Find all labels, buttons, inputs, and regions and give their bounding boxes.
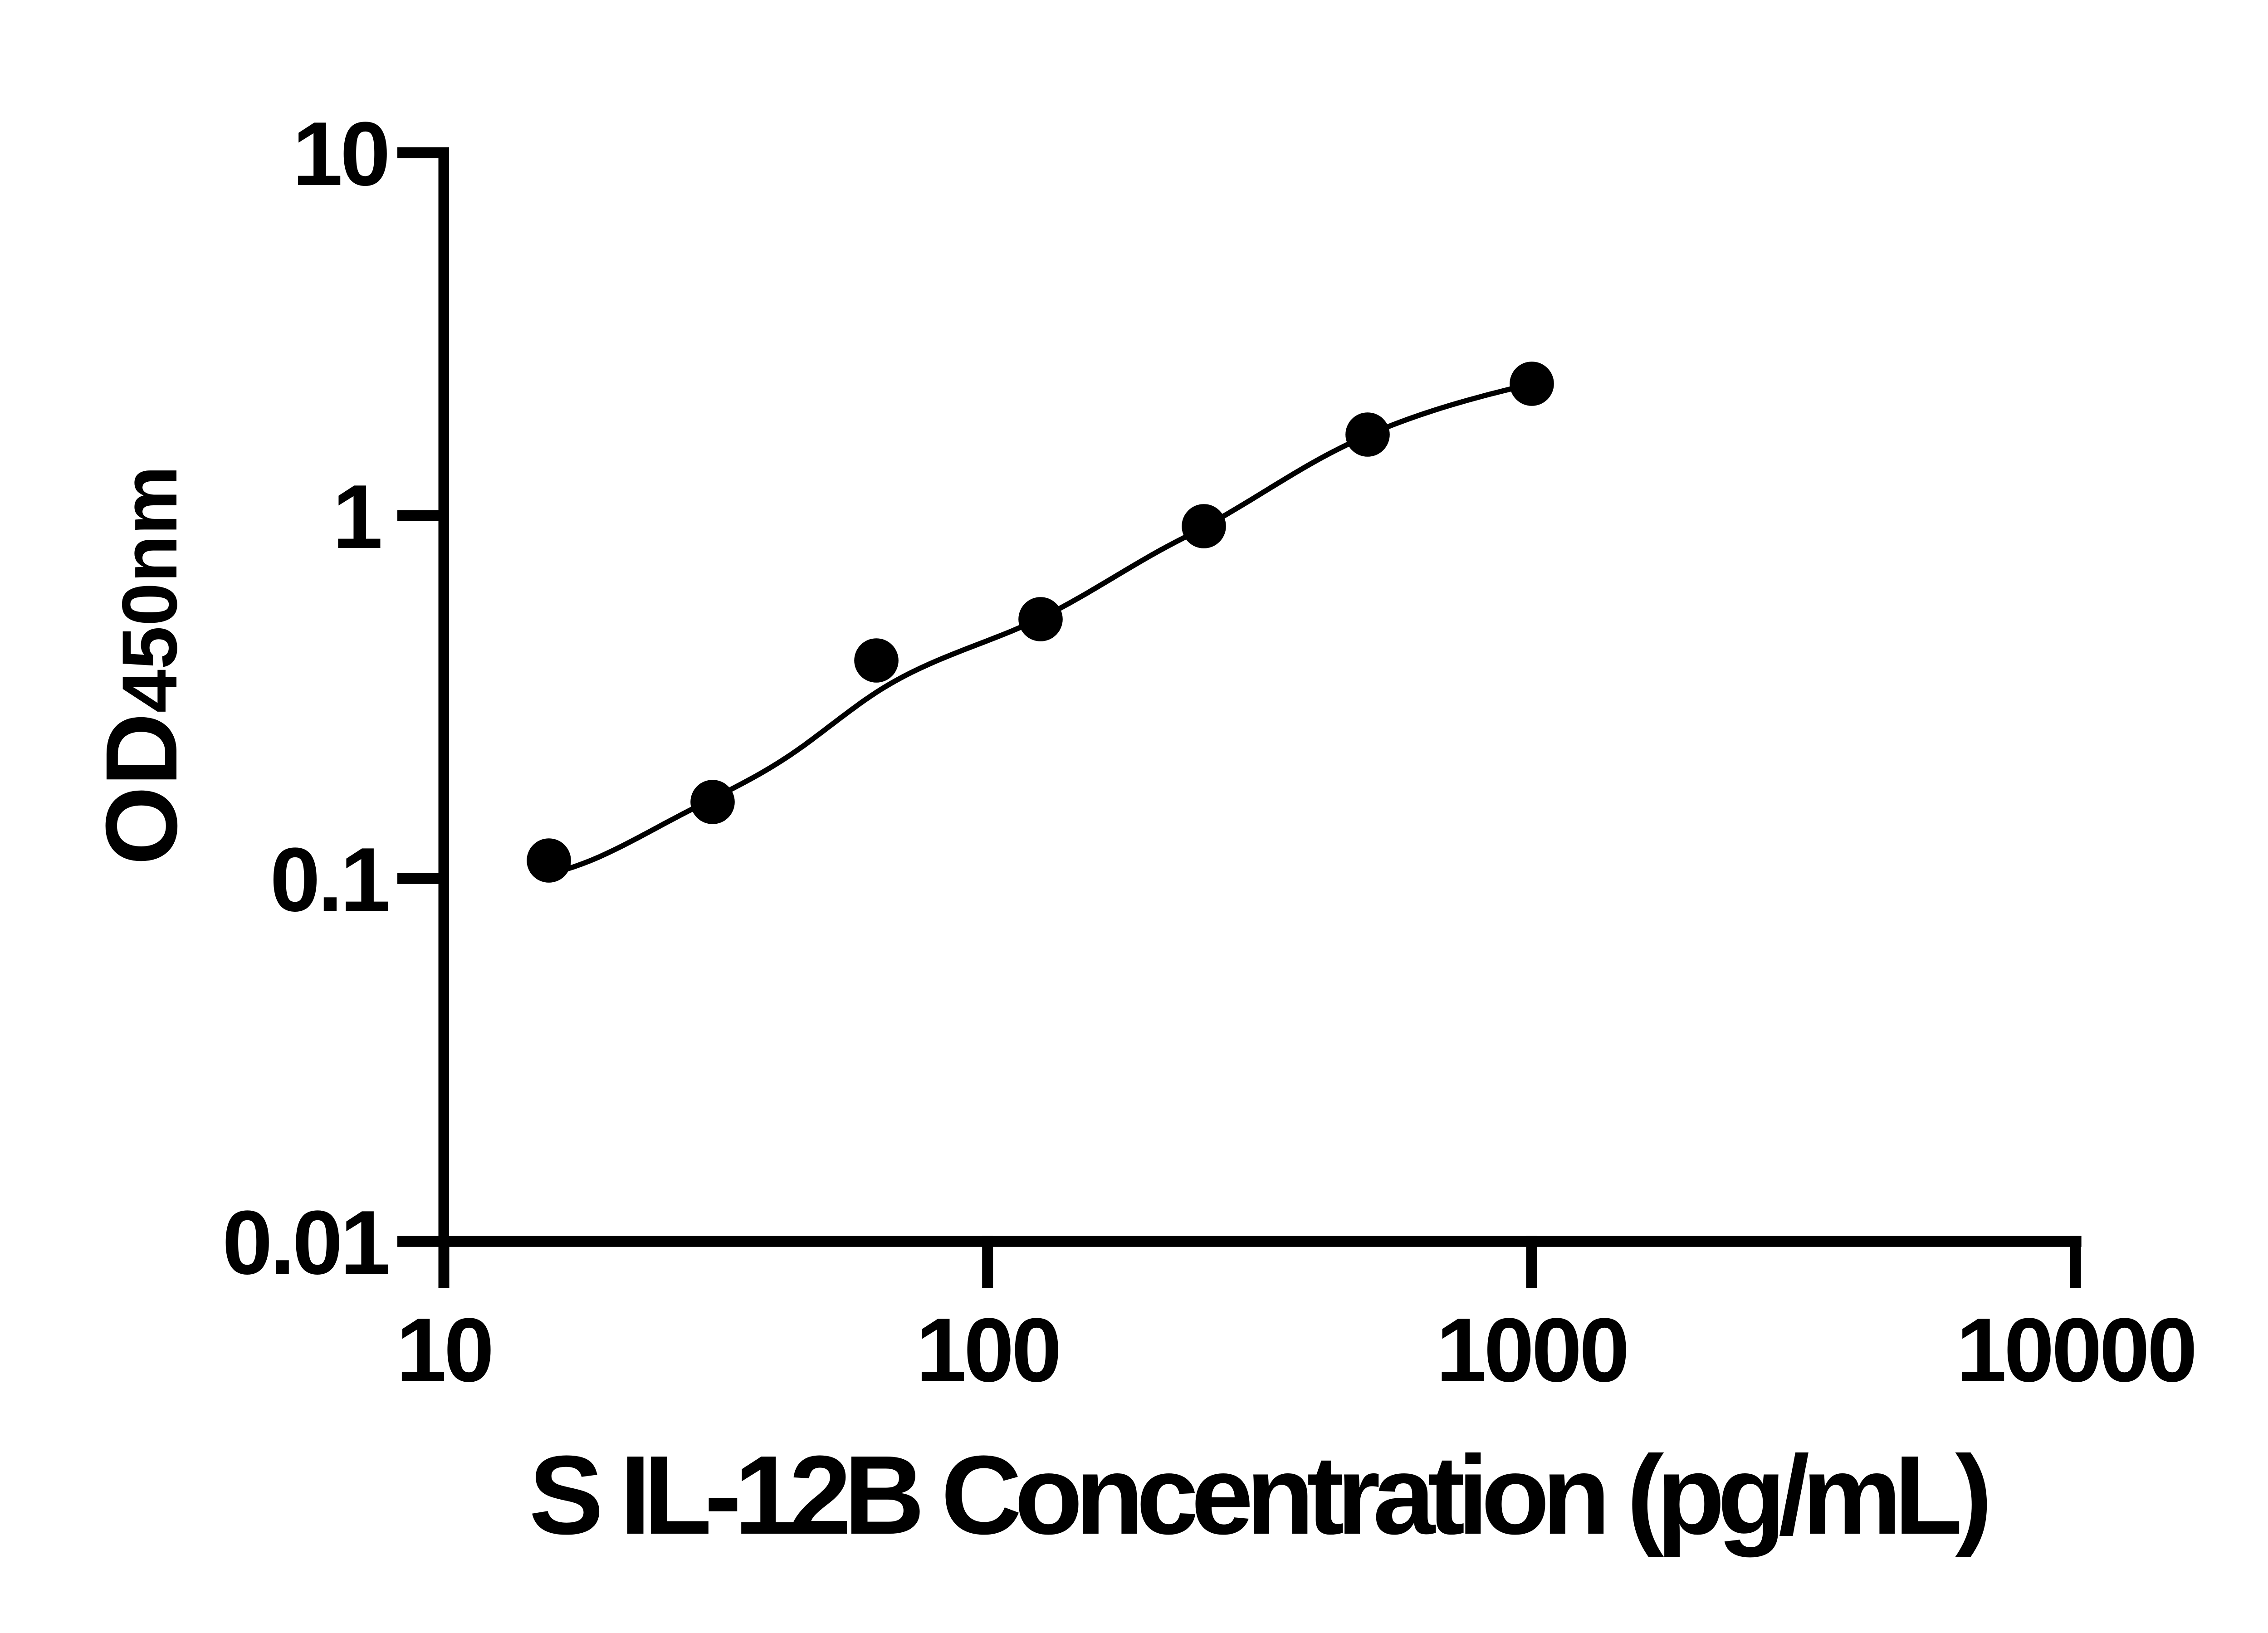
svg-text:100: 100: [916, 1300, 1059, 1401]
svg-text:1000: 1000: [1436, 1300, 1627, 1401]
svg-text:1: 1: [332, 466, 381, 567]
svg-text:S IL-12B Concentration (pg/mL): S IL-12B Concentration (pg/mL): [529, 1433, 1987, 1558]
svg-text:OD450nm: OD450nm: [85, 466, 198, 865]
svg-text:0.1: 0.1: [270, 829, 388, 930]
svg-text:10: 10: [293, 103, 388, 205]
svg-text:10: 10: [396, 1300, 491, 1401]
svg-text:0.01: 0.01: [222, 1192, 388, 1293]
svg-text:10000: 10000: [1956, 1300, 2195, 1401]
